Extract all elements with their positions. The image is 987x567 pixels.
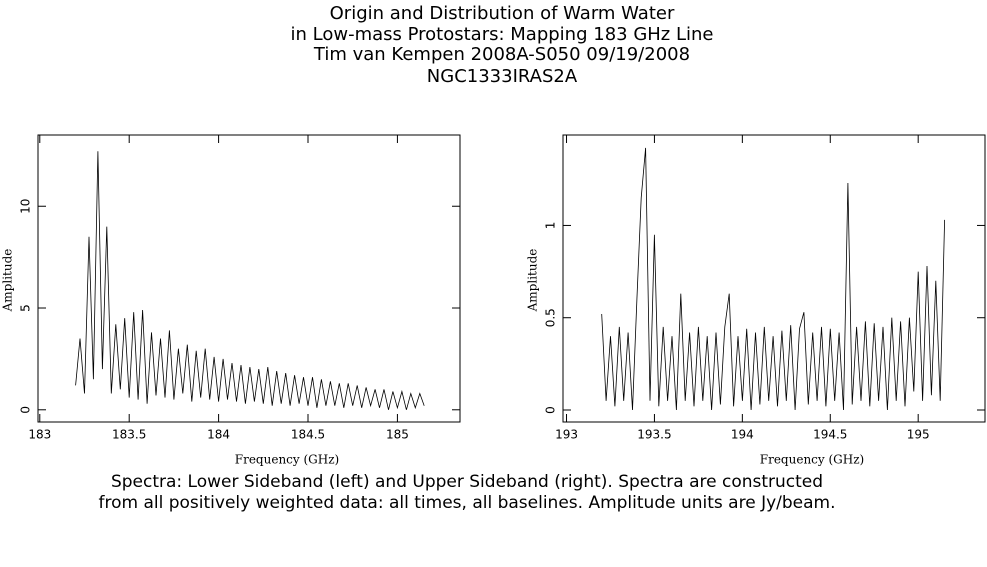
plot-frame [562, 134, 986, 423]
x-tick-label: 194.5 [813, 428, 847, 442]
x-axis-label: Frequency (GHz) [760, 453, 864, 467]
x-tick-label: 193 [555, 428, 578, 442]
y-tick-label: 10 [19, 199, 33, 214]
y-axis-label: Amplitude [1, 249, 15, 313]
caption-line: from all positively weighted data: all t… [98, 493, 835, 513]
spectrum-line [601, 147, 945, 411]
y-axis-label: Amplitude [526, 249, 540, 313]
y-tick-label: 0 [19, 406, 33, 414]
spectrum-line [75, 151, 425, 410]
x-tick-label: 193.5 [637, 428, 671, 442]
x-tick-label: 194 [731, 428, 754, 442]
y-tick-label: 5 [19, 304, 33, 312]
title-line: Origin and Distribution of Warm Water [330, 3, 675, 24]
x-axis-label: Frequency (GHz) [235, 453, 339, 467]
y-tick-label: 0 [544, 406, 558, 414]
plot-frame [37, 134, 461, 423]
title-line: Tim van Kempen 2008A-S050 09/19/2008 [313, 44, 690, 65]
title-line: in Low-mass Protostars: Mapping 183 GHz … [291, 24, 714, 45]
title-line: NGC1333IRAS2A [427, 66, 578, 87]
x-tick-label: 195 [907, 428, 930, 442]
x-tick-label: 185 [386, 428, 409, 442]
x-tick-label: 183.5 [112, 428, 146, 442]
y-tick-label: 0.5 [544, 308, 558, 327]
y-tick-label: 1 [544, 222, 558, 230]
caption-line: Spectra: Lower Sideband (left) and Upper… [111, 472, 823, 492]
x-tick-label: 183 [28, 428, 51, 442]
x-tick-label: 184 [207, 428, 230, 442]
x-tick-label: 184.5 [291, 428, 325, 442]
